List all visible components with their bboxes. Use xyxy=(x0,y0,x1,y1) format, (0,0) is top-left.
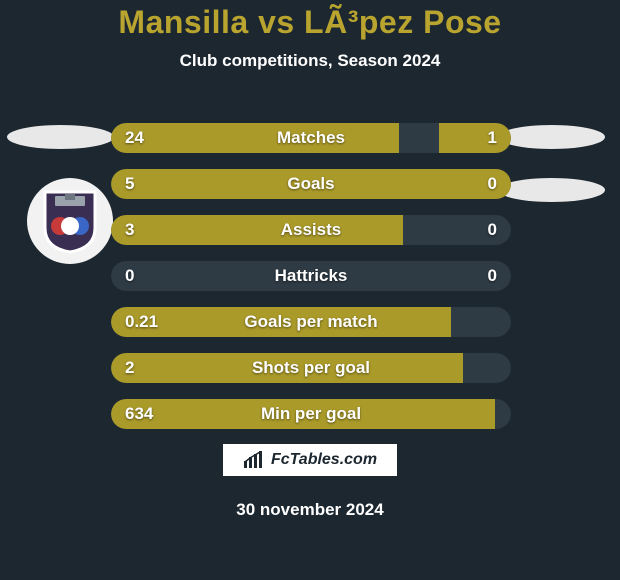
player-left-club-crest xyxy=(27,178,113,264)
stat-value-left: 634 xyxy=(125,399,153,429)
shield-icon xyxy=(41,188,99,254)
stat-row: Goals per match0.21 xyxy=(111,307,511,337)
stat-value-right: 0 xyxy=(488,169,497,199)
player-left-crest-oval xyxy=(7,125,114,149)
stat-value-left: 0.21 xyxy=(125,307,158,337)
stat-value-left: 3 xyxy=(125,215,134,245)
stat-row: Min per goal634 xyxy=(111,399,511,429)
stat-value-right: 1 xyxy=(488,123,497,153)
stat-value-left: 2 xyxy=(125,353,134,383)
stat-value-left: 24 xyxy=(125,123,144,153)
stat-value-right: 0 xyxy=(488,261,497,291)
stat-label: Goals xyxy=(111,169,511,199)
stat-label: Min per goal xyxy=(111,399,511,429)
player-right-crest-oval xyxy=(498,125,605,149)
stat-value-left: 5 xyxy=(125,169,134,199)
stat-label: Shots per goal xyxy=(111,353,511,383)
stat-label: Goals per match xyxy=(111,307,511,337)
stat-row: Assists3 0 xyxy=(111,215,511,245)
player-right-crest-oval-2 xyxy=(498,178,605,202)
page-title: Mansilla vs LÃ³pez Pose xyxy=(0,0,620,41)
infographic-date: 30 november 2024 xyxy=(0,500,620,520)
stat-row: Shots per goal2 xyxy=(111,353,511,383)
stat-label: Assists xyxy=(111,215,511,245)
page-subtitle: Club competitions, Season 2024 xyxy=(0,51,620,71)
stat-row: Matches24 1 xyxy=(111,123,511,153)
watermark-text: FcTables.com xyxy=(271,451,377,469)
stat-row: Goals5 0 xyxy=(111,169,511,199)
bar-chart-icon xyxy=(243,451,265,469)
stat-value-right: 0 xyxy=(488,215,497,245)
stat-label: Matches xyxy=(111,123,511,153)
stat-row: Hattricks0 0 xyxy=(111,261,511,291)
watermark[interactable]: FcTables.com xyxy=(221,442,399,478)
stat-value-left: 0 xyxy=(125,261,134,291)
stat-label: Hattricks xyxy=(111,261,511,291)
